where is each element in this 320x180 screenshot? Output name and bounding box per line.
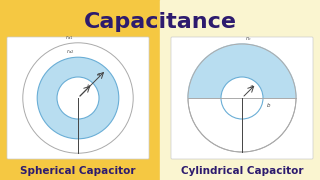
Text: $r_{a2}$: $r_{a2}$: [67, 47, 75, 56]
Text: Spherical Capacitor: Spherical Capacitor: [20, 166, 136, 176]
Text: $b$: $b$: [266, 101, 271, 109]
Circle shape: [37, 57, 119, 139]
Text: $r_b$: $r_b$: [245, 34, 251, 43]
Circle shape: [57, 77, 99, 119]
Text: $a$: $a$: [249, 83, 254, 90]
Text: Cylindrical Capacitor: Cylindrical Capacitor: [181, 166, 303, 176]
Circle shape: [221, 77, 263, 119]
Circle shape: [23, 43, 133, 153]
Text: $a$: $a$: [96, 71, 101, 78]
Text: $r_{a1}$: $r_{a1}$: [65, 33, 73, 42]
Bar: [160, 0, 320, 180]
Polygon shape: [188, 44, 296, 98]
FancyBboxPatch shape: [171, 37, 313, 159]
FancyBboxPatch shape: [7, 37, 149, 159]
Circle shape: [188, 44, 296, 152]
Text: Capacitance: Capacitance: [84, 12, 236, 32]
Text: $b$: $b$: [86, 82, 92, 90]
